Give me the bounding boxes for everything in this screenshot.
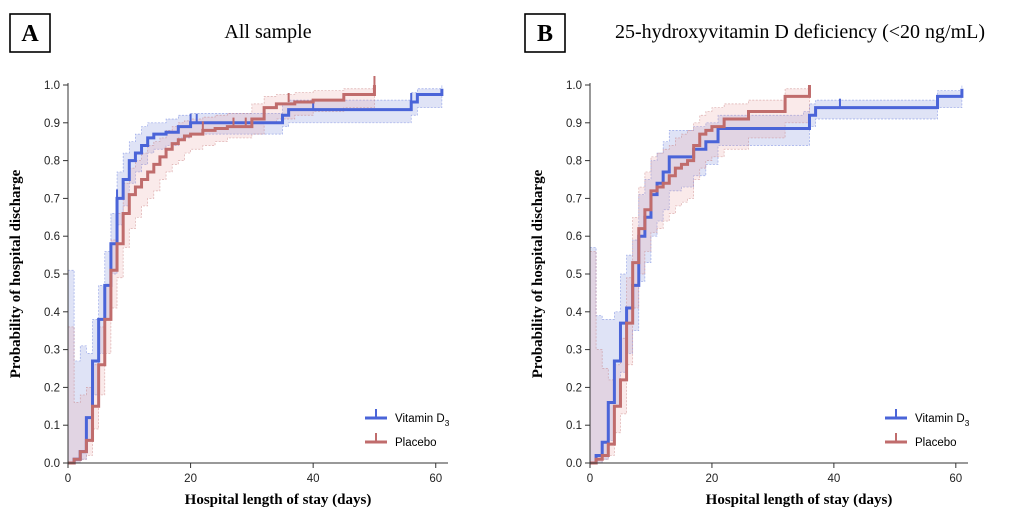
y-tick-label: 0.5 <box>44 269 60 281</box>
panel-letter: A <box>21 21 39 47</box>
km-curve-placebo <box>590 85 811 465</box>
km-curve-vitamin <box>68 88 444 465</box>
confidence-band-vitamin <box>67 85 443 464</box>
y-tick-label: 0.3 <box>44 345 60 357</box>
y-tick-label: 0.1 <box>44 420 60 432</box>
y-tick-label: 0.0 <box>566 458 582 470</box>
y-tick-label: 0.9 <box>566 118 582 130</box>
panel-letter-box <box>9 13 51 53</box>
y-tick-label: 0.0 <box>44 458 60 470</box>
x-tick-label: 60 <box>949 473 962 485</box>
y-tick-label: 0.2 <box>44 382 60 394</box>
legend-label-vitamin: Vitamin D3 <box>395 413 450 428</box>
y-tick-label: 0.6 <box>566 231 582 243</box>
x-tick-label: 20 <box>706 473 719 485</box>
x-tick-label: 60 <box>429 473 442 485</box>
y-tick-label: 0.3 <box>566 345 582 357</box>
y-tick-label: 0.2 <box>566 382 582 394</box>
confidence-band-placebo <box>67 85 375 464</box>
chart-panel-a: A All sample 0.0 0.1 0.2 0.3 0.4 0.5 0.6 0.7 0.8 0.… <box>8 13 450 508</box>
legend-label-placebo: Placebo <box>395 437 437 449</box>
y-tick-label: 0.9 <box>44 118 60 130</box>
y-tick-label: 0.8 <box>44 156 60 168</box>
y-tick-label: 0.6 <box>44 231 60 243</box>
confidence-band-vitamin <box>589 85 963 464</box>
y-tick-label: 0.7 <box>566 193 582 205</box>
chart-title: All sample <box>224 21 311 43</box>
x-axis-label: Hospital length of stay (days) <box>706 492 893 508</box>
panel-letter: B <box>537 21 553 47</box>
legend-label-vitamin: Vitamin D3 <box>915 413 970 428</box>
x-tick-label: 40 <box>827 473 840 485</box>
x-axis-label: Hospital length of stay (days) <box>185 492 372 508</box>
y-tick-label: 0.7 <box>44 193 60 205</box>
y-tick-label: 0.8 <box>566 156 582 168</box>
y-axis-label: Probability of hospital discharge <box>8 169 24 378</box>
x-tick-label: 40 <box>307 473 320 485</box>
y-tick-label: 0.5 <box>566 269 582 281</box>
x-tick-label: 0 <box>587 473 593 485</box>
x-tick-label: 0 <box>65 473 71 485</box>
y-tick-label: 0.4 <box>566 307 583 319</box>
y-axis-label: Probability of hospital discharge <box>530 169 546 378</box>
y-tick-label: 1.0 <box>44 80 60 92</box>
km-curve-placebo <box>68 85 376 465</box>
panel-letter-box <box>524 13 566 53</box>
y-tick-label: 1.0 <box>566 80 582 92</box>
y-tick-label: 0.4 <box>44 307 61 319</box>
x-tick-label: 20 <box>184 473 197 485</box>
km-curve-vitamin <box>590 88 964 465</box>
legend-label-placebo: Placebo <box>915 437 957 449</box>
chart-panel-b: B 25-hydroxyvitamin D deficiency (<20 ng/… <box>524 13 985 508</box>
y-tick-label: 0.1 <box>566 420 582 432</box>
chart-title: 25-hydroxyvitamin D deficiency (<20 ng/m… <box>615 21 985 43</box>
